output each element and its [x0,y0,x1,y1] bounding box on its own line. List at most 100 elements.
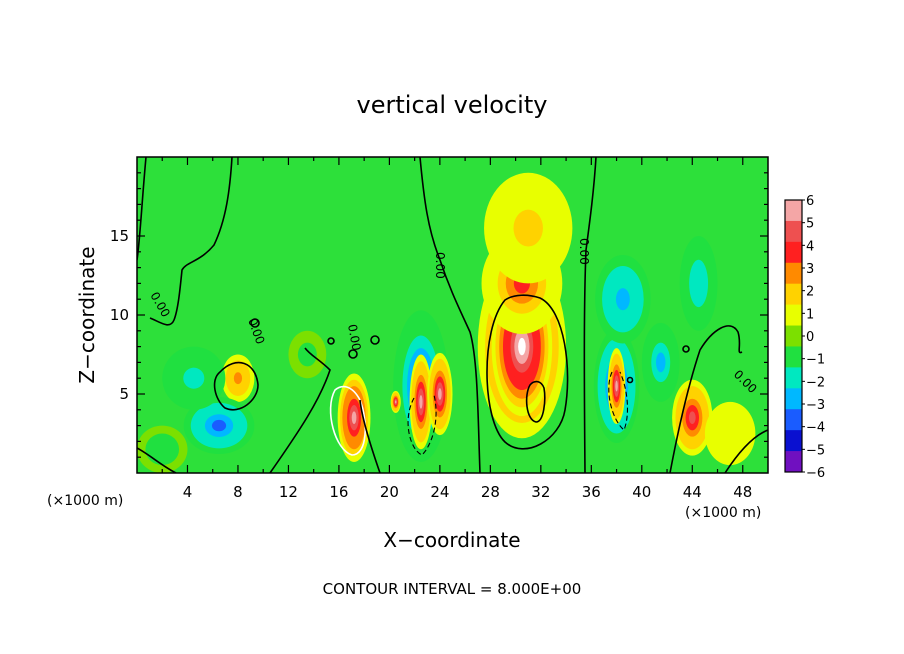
contour-line [525,380,546,423]
velocity-cell [419,395,423,409]
velocity-cell [438,388,442,400]
contour-line [724,429,768,473]
x-tick-label: 12 [279,483,298,501]
velocity-cell [607,348,626,425]
x-tick-label: 48 [733,483,752,501]
velocity-cell [288,330,327,379]
colorbar-cell [785,262,802,285]
x-tick-label: 32 [531,483,550,501]
velocity-cell [717,417,743,450]
chart-title: vertical velocity [357,91,548,119]
velocity-cell [137,425,188,473]
velocity-cell [704,401,756,466]
contour-label: 0.00 [345,323,363,352]
velocity-cell [672,379,713,456]
colorbar-label: −1 [806,353,825,368]
velocity-cell [297,342,317,367]
y-tick-label: 15 [110,227,129,245]
colorbar-cell [785,241,802,264]
colorbar-cell [785,388,802,410]
velocity-cell [427,352,453,436]
contour-line [348,349,358,359]
velocity-cell [183,397,255,455]
x-tick-label: 4 [183,483,193,501]
colorbar-cell [785,283,802,306]
contour-line [486,294,569,450]
colorbar: 6 5 4 3 2 1 0 −1 −2 −3 −4 −5 −6 [784,194,825,481]
colorbar-label: 0 [806,330,814,345]
colorbar-cell [785,409,802,431]
contour-line [583,157,597,473]
contour-line [669,325,743,473]
y-tick-labels: 5 10 15 [110,227,129,403]
velocity-cell [641,322,680,402]
velocity-cell [615,288,630,311]
contour-line [149,157,233,326]
velocity-cell [518,337,526,356]
x-axis-label: X−coordinate [383,528,520,552]
x-tick-label: 40 [632,483,651,501]
contour-line [329,385,367,456]
colorbar-label: 3 [806,262,814,277]
colorbar-label: 6 [806,194,814,209]
contour-label: 0.00 [433,252,447,279]
velocity-cell [351,411,357,425]
colorbar-labels: 6 5 4 3 2 1 0 −1 −2 −3 −4 −5 −6 [802,194,825,481]
colorbar-cell [785,346,802,368]
colorbar-label: −2 [806,375,825,390]
velocity-cell [337,373,371,462]
x-tick-label: 36 [582,483,601,501]
colorbar-cell [785,220,802,243]
velocity-cell [688,411,696,425]
x-tick-label: 8 [233,483,243,501]
x-unit-right: (×1000 m) [685,505,761,521]
colorbar-label: 4 [806,239,814,254]
x-tick-label: 24 [430,483,449,501]
y-tick-label: 5 [119,385,129,403]
contour-label: 0.00 [577,238,591,265]
x-tick-label: 28 [481,483,500,501]
colorbar-label: −5 [806,443,825,458]
contour-line [250,318,260,328]
colorbar-cell [785,325,802,347]
colorbar-cell [785,451,802,473]
colorbar-label: −3 [806,398,825,413]
contour-line [269,347,331,473]
velocity-cell [183,367,205,389]
x-tick-label: 44 [683,483,702,501]
colorbar-label: −4 [806,421,825,436]
contour-line [327,337,335,345]
velocity-cell [153,441,171,458]
velocity-cell [484,172,573,284]
velocity-cell [211,419,227,432]
colorbar-cells [785,200,802,473]
contour-line [419,157,481,473]
axis-ticks [137,157,768,473]
x-unit-left: (×1000 m) [47,493,123,509]
colorbar-label: 2 [806,285,814,300]
velocity-cell [390,390,401,413]
colorbar-label: −6 [806,466,825,481]
contour-line [608,371,629,431]
x-tick-label: 16 [329,483,348,501]
colorbar-cell [785,367,802,389]
colorbar-label: 1 [806,307,814,322]
contour-line [682,345,690,353]
velocity-cell [595,254,651,344]
velocity-cell [615,380,618,392]
contour-interval-footer: CONTOUR INTERVAL = 8.000E+00 [323,580,582,598]
velocity-cell [655,352,666,373]
colorbar-cell [785,430,802,452]
y-axis-label: Z−coordinate [75,246,99,383]
velocity-cell [679,236,718,331]
contour-line [137,157,147,261]
velocity-cell [162,346,226,410]
contour-line [626,376,634,384]
velocity-cell [233,372,243,385]
velocity-cell [409,354,433,450]
y-tick-label: 10 [110,306,129,324]
contour-line [137,447,177,473]
velocity-cell [221,354,255,402]
x-tick-labels: 4 8 12 16 20 24 28 32 36 40 44 48 [183,483,753,501]
